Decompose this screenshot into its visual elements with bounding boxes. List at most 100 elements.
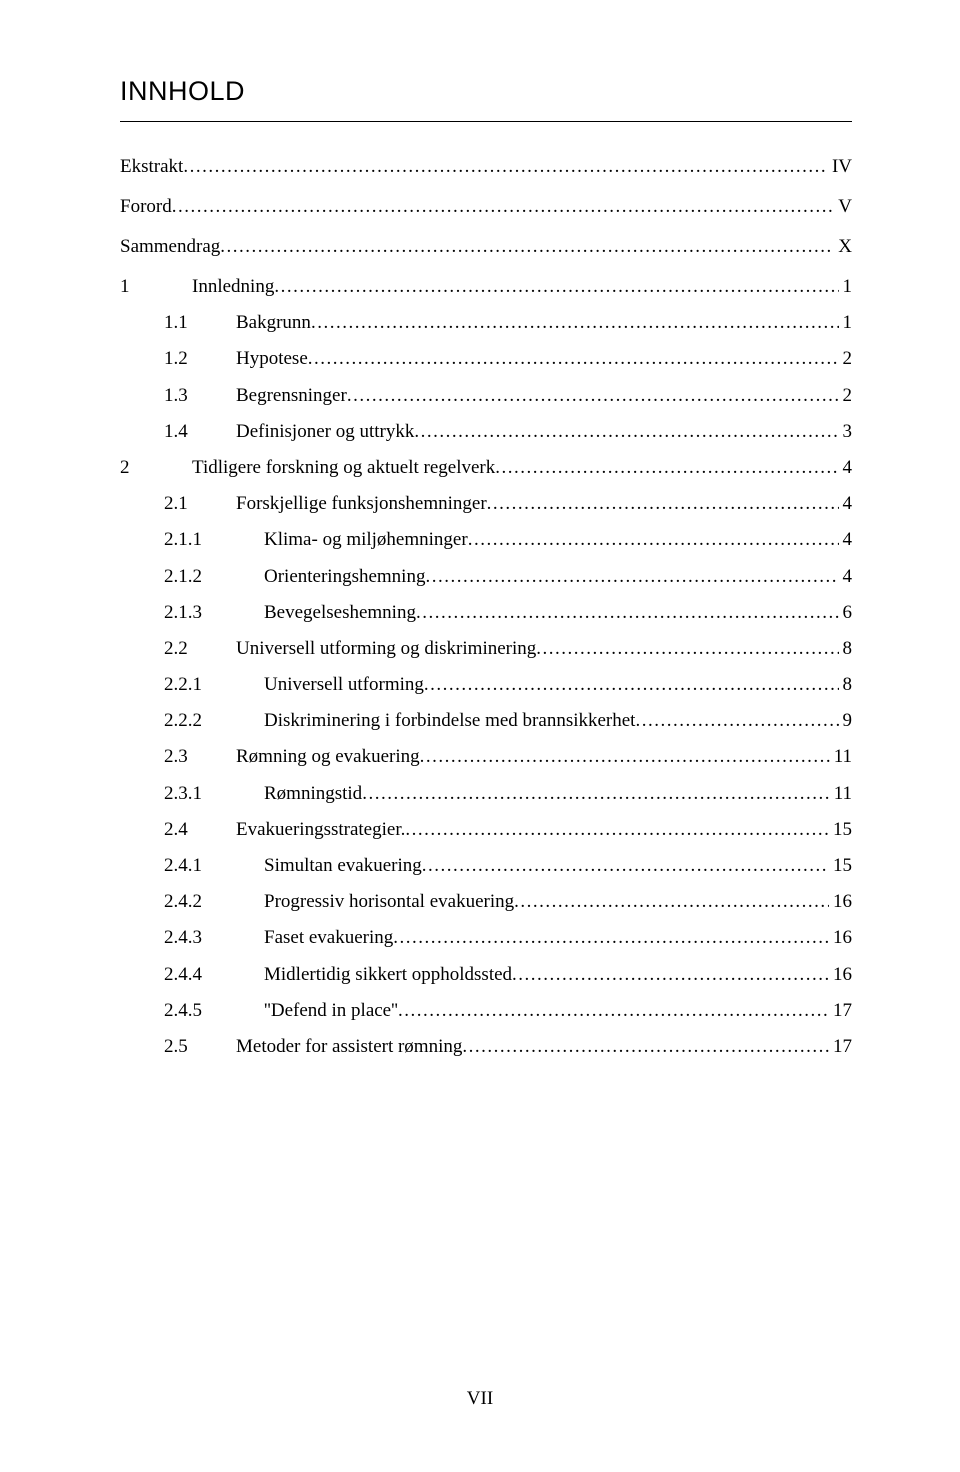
toc-entry: 2.3.1Rømningstid11 bbox=[120, 783, 852, 805]
toc-entry: 2.4.3Faset evakuering16 bbox=[120, 927, 852, 949]
toc-entry-page: X bbox=[834, 236, 852, 258]
toc-entry: Forord V bbox=[120, 196, 852, 218]
toc-entry-page: 4 bbox=[839, 566, 853, 588]
toc-entry-number: 1.1 bbox=[120, 312, 236, 334]
toc-entry-label: Universell utforming bbox=[264, 674, 424, 696]
toc-entry-page: 4 bbox=[839, 529, 853, 551]
toc-entry-label: Rømningstid bbox=[264, 783, 362, 805]
toc-entry: 1Innledning1 bbox=[120, 276, 852, 298]
toc-entry-page: 6 bbox=[839, 602, 853, 624]
toc-entry-number: 2.4.4 bbox=[120, 964, 264, 986]
toc-entry-page: 2 bbox=[839, 385, 853, 407]
toc-entry-number: 2.5 bbox=[120, 1036, 236, 1058]
toc-leader-dots bbox=[311, 312, 839, 334]
toc-entry-number: 2.2 bbox=[120, 638, 236, 660]
toc-entry: 2.4Evakueringsstrategier. 15 bbox=[120, 819, 852, 841]
toc-entry-number: 2.4.1 bbox=[120, 855, 264, 877]
toc-leader-dots bbox=[536, 638, 838, 660]
toc-entry-label: Simultan evakuering bbox=[264, 855, 422, 877]
toc-entry-number: 2.1.3 bbox=[120, 602, 264, 624]
toc-entry-page: 8 bbox=[839, 674, 853, 696]
toc-entry-number: 2 bbox=[120, 457, 192, 479]
toc-entry: 2.3Rømning og evakuering 11 bbox=[120, 746, 852, 768]
toc-entry-number: 2.1 bbox=[120, 493, 236, 515]
toc-entry-page: V bbox=[834, 196, 852, 218]
toc-leader-dots bbox=[422, 855, 829, 877]
toc-entry-page: 17 bbox=[829, 1036, 852, 1058]
toc-entry-page: 4 bbox=[839, 457, 853, 479]
toc-entry-label: Universell utforming og diskriminering bbox=[236, 638, 536, 660]
toc-entry-page: 9 bbox=[839, 710, 853, 732]
toc-entry-number: 1.3 bbox=[120, 385, 236, 407]
toc-entry-number: 2.2.2 bbox=[120, 710, 264, 732]
toc-entry: 2.1.2Orienteringshemning 4 bbox=[120, 566, 852, 588]
toc-entry-page: 16 bbox=[829, 964, 852, 986]
toc-entry-page: 3 bbox=[839, 421, 853, 443]
toc-leader-dots bbox=[398, 1000, 829, 1022]
toc-entry: 2.2.2Diskriminering i forbindelse med br… bbox=[120, 710, 852, 732]
toc-entry: 2.4.4Midlertidig sikkert oppholdssted 16 bbox=[120, 964, 852, 986]
toc-entry-page: IV bbox=[828, 156, 852, 178]
toc-leader-dots bbox=[362, 783, 830, 805]
toc-leader-dots bbox=[274, 276, 838, 298]
toc-entry-label: Midlertidig sikkert oppholdssted bbox=[264, 964, 512, 986]
toc-leader-dots bbox=[416, 602, 839, 624]
toc-entry-label: Faset evakuering bbox=[264, 927, 393, 949]
toc-entry: 2.4.5''Defend in place''17 bbox=[120, 1000, 852, 1022]
page: INNHOLD EkstraktIVForordVSammendragX1Inn… bbox=[0, 0, 960, 1472]
toc-entry: 2.4.2Progressiv horisontal evakuering16 bbox=[120, 891, 852, 913]
toc-leader-dots bbox=[183, 156, 828, 178]
toc-entry-page: 1 bbox=[839, 276, 853, 298]
toc-entry: 2.1Forskjellige funksjonshemninger 4 bbox=[120, 493, 852, 515]
toc-entry-page: 11 bbox=[830, 783, 852, 805]
toc-leader-dots bbox=[462, 1036, 829, 1058]
toc-leader-dots bbox=[468, 529, 839, 551]
toc-entry-label: Rømning og evakuering bbox=[236, 746, 420, 768]
toc-entry: 1.3Begrensninger 2 bbox=[120, 385, 852, 407]
toc-entry-number: 2.4 bbox=[120, 819, 236, 841]
toc-leader-dots bbox=[405, 819, 829, 841]
toc-entry-label: Hypotese bbox=[236, 348, 308, 370]
toc-entry: 1.1Bakgrunn 1 bbox=[120, 312, 852, 334]
toc-entry-label: Begrensninger bbox=[236, 385, 347, 407]
toc-leader-dots bbox=[420, 746, 830, 768]
toc-entry-number: 2.3 bbox=[120, 746, 236, 768]
toc-entry-page: 2 bbox=[839, 348, 853, 370]
toc-entry-label: Tidligere forskning og aktuelt regelverk bbox=[192, 457, 495, 479]
toc-entry: 2.2Universell utforming og diskriminerin… bbox=[120, 638, 852, 660]
toc-leader-dots bbox=[347, 385, 839, 407]
toc-entry-label: Forskjellige funksjonshemninger bbox=[236, 493, 487, 515]
toc-entry-page: 17 bbox=[829, 1000, 852, 1022]
toc-leader-dots bbox=[495, 457, 838, 479]
toc-leader-dots bbox=[424, 674, 839, 696]
toc-leader-dots bbox=[393, 927, 829, 949]
toc-entry-page: 1 bbox=[839, 312, 853, 334]
toc-entry-page: 4 bbox=[839, 493, 853, 515]
toc-entry-label: Sammendrag bbox=[120, 236, 220, 258]
toc-entry-number: 2.1.1 bbox=[120, 529, 264, 551]
toc-entry-number: 2.4.5 bbox=[120, 1000, 264, 1022]
toc-entry-number: 2.1.2 bbox=[120, 566, 264, 588]
toc-entry: 2.4.1Simultan evakuering15 bbox=[120, 855, 852, 877]
toc-entry: 2.2.1Universell utforming8 bbox=[120, 674, 852, 696]
toc-entry-page: 11 bbox=[830, 746, 852, 768]
toc-leader-dots bbox=[220, 236, 834, 258]
toc-entry-page: 8 bbox=[839, 638, 853, 660]
toc-entry-label: Orienteringshemning bbox=[264, 566, 425, 588]
toc-entry-page: 16 bbox=[829, 891, 852, 913]
toc-entry: 1.4Definisjoner og uttrykk3 bbox=[120, 421, 852, 443]
toc-entry-label: Forord bbox=[120, 196, 172, 218]
toc-entry-label: Evakueringsstrategier. bbox=[236, 819, 405, 841]
toc-entry-page: 16 bbox=[829, 927, 852, 949]
toc-entry-label: Bakgrunn bbox=[236, 312, 311, 334]
page-number: VII bbox=[0, 1388, 960, 1410]
toc-entry-page: 15 bbox=[829, 819, 852, 841]
toc-entry: 1.2Hypotese2 bbox=[120, 348, 852, 370]
toc-entry-label: Klima- og miljøhemninger bbox=[264, 529, 468, 551]
toc-leader-dots bbox=[514, 891, 829, 913]
toc-leader-dots bbox=[425, 566, 838, 588]
toc-entry-label: Ekstrakt bbox=[120, 156, 183, 178]
toc-leader-dots bbox=[414, 421, 838, 443]
toc-entry-number: 2.4.2 bbox=[120, 891, 264, 913]
toc-leader-dots bbox=[308, 348, 839, 370]
